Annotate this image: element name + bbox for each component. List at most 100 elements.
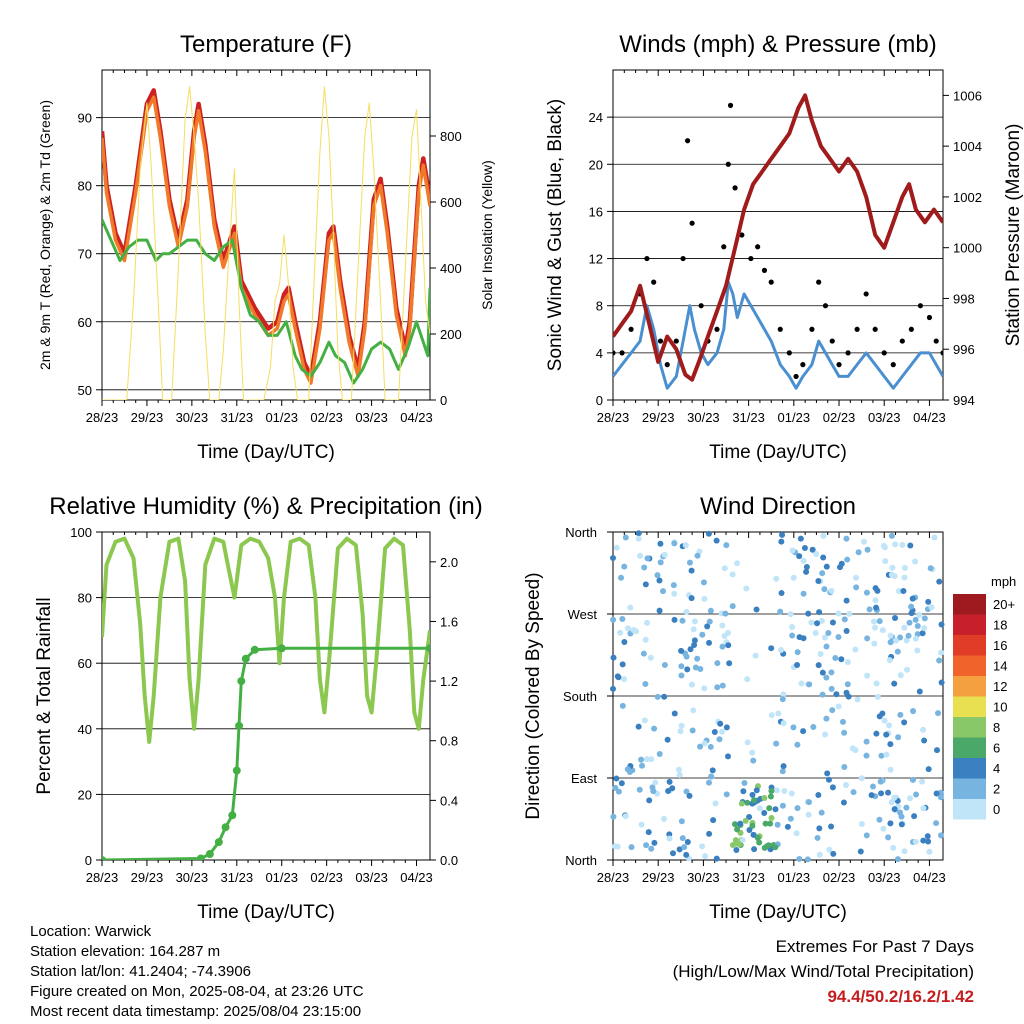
gust-point — [727, 102, 734, 108]
direction-point — [899, 541, 906, 548]
direction-point — [678, 647, 685, 654]
gust-point — [899, 338, 905, 344]
gust-point — [793, 373, 799, 380]
direction-point — [904, 666, 911, 673]
y2-tick-label: 600 — [440, 195, 462, 210]
direction-point — [713, 537, 720, 544]
precip-markers — [102, 644, 430, 860]
direction-point — [794, 805, 801, 812]
x-axis-label-3: Time (Day/UTC) — [709, 902, 847, 923]
direction-point — [736, 841, 743, 848]
direction-point — [863, 589, 870, 596]
chart-title-3: Wind Direction — [700, 493, 856, 520]
direction-point — [908, 610, 915, 617]
direction-point — [707, 743, 714, 750]
direction-point — [901, 564, 908, 571]
direction-point — [822, 731, 829, 738]
direction-point — [744, 739, 751, 746]
direction-point — [800, 590, 807, 597]
direction-point — [749, 791, 756, 798]
direction-point — [651, 725, 658, 732]
direction-point — [864, 546, 871, 553]
direction-point — [656, 577, 663, 584]
direction-point — [713, 855, 720, 862]
y2-tick-label: 400 — [440, 261, 462, 276]
direction-point — [844, 556, 851, 563]
direction-point — [774, 821, 781, 828]
precip-point — [196, 854, 205, 860]
y2-tick-label: 1004 — [953, 139, 982, 154]
direction-point — [823, 715, 830, 722]
direction-point — [723, 724, 730, 731]
direction-point — [823, 674, 830, 681]
direction-point — [636, 552, 643, 559]
direction-point — [818, 809, 825, 816]
legend-swatch — [953, 737, 986, 758]
direction-point — [701, 740, 708, 747]
direction-point — [921, 615, 928, 622]
direction-point — [821, 634, 828, 641]
direction-point — [734, 826, 741, 833]
direction-point — [626, 768, 633, 775]
direction-point — [828, 669, 835, 676]
direction-point — [820, 554, 827, 561]
direction-point — [719, 643, 726, 650]
direction-point — [804, 856, 811, 863]
direction-point — [694, 552, 701, 559]
direction-point — [610, 616, 617, 623]
direction-point — [726, 660, 733, 667]
direction-point — [780, 720, 787, 727]
x-tick-label: 04/23 — [400, 870, 433, 885]
x-tick-label: 01/23 — [778, 870, 811, 885]
direction-point — [700, 579, 707, 586]
x-tick-label: 03/23 — [868, 410, 901, 425]
direction-point — [787, 815, 794, 822]
direction-point — [750, 757, 757, 764]
direction-point — [779, 696, 786, 703]
x-tick-label: 30/23 — [176, 870, 209, 885]
direction-point — [779, 768, 786, 775]
direction-point — [710, 817, 717, 824]
direction-point — [723, 791, 730, 798]
direction-point — [894, 648, 901, 655]
direction-point — [679, 835, 686, 842]
direction-point — [671, 710, 678, 717]
direction-point — [841, 729, 848, 736]
direction-point — [905, 632, 912, 639]
direction-point — [933, 747, 940, 754]
direction-point — [689, 727, 696, 734]
direction-point — [642, 581, 649, 588]
direction-point — [819, 691, 826, 698]
legend-swatch — [953, 655, 986, 676]
direction-point — [803, 564, 810, 571]
direction-point — [821, 586, 828, 593]
y-tick-label: North — [565, 525, 597, 540]
direction-point — [800, 557, 807, 564]
direction-point — [657, 559, 664, 566]
direction-point — [901, 624, 908, 631]
direction-point — [714, 684, 721, 691]
legend-label: 0 — [993, 802, 1000, 817]
direction-point — [937, 832, 944, 839]
direction-point — [886, 657, 893, 664]
direction-point — [801, 545, 808, 552]
legend-label: 16 — [993, 638, 1007, 653]
direction-point — [891, 794, 898, 801]
direction-point — [901, 574, 908, 581]
gust-point — [926, 314, 933, 321]
gust-point — [809, 326, 815, 332]
direction-point — [654, 693, 661, 700]
y2-axis-label-1: Station Pressure (Maroon) — [1003, 124, 1024, 347]
direction-point — [709, 767, 716, 774]
direction-point — [744, 799, 751, 806]
gust-point — [651, 279, 657, 285]
y2-tick-label: 1.6 — [440, 614, 458, 629]
direction-point — [868, 792, 875, 799]
legend-swatch — [953, 717, 986, 738]
gust-point — [725, 161, 731, 167]
direction-point — [694, 655, 701, 662]
direction-point — [912, 558, 919, 565]
direction-point — [687, 646, 694, 653]
direction-point — [684, 666, 691, 673]
series-pressure — [613, 93, 943, 382]
